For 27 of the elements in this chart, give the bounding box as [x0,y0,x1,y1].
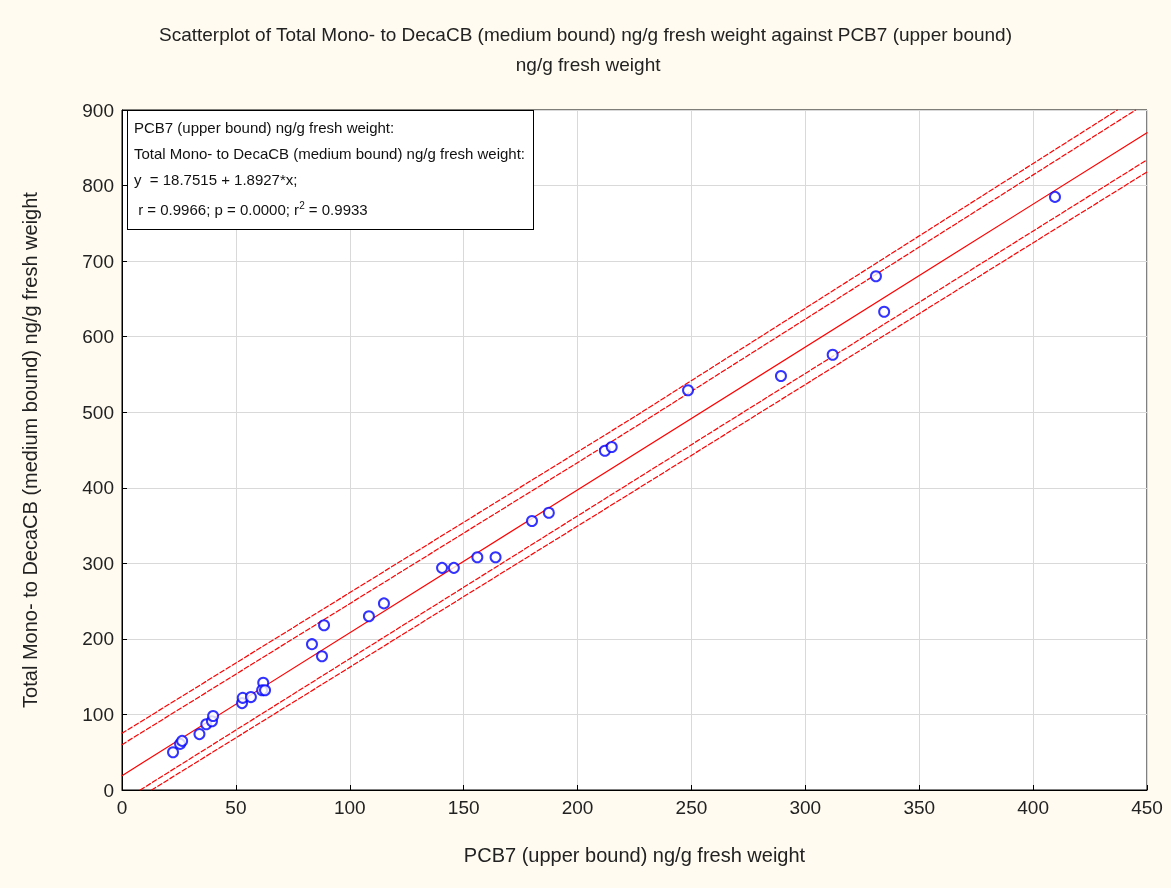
y-tick-label: 600 [82,326,114,348]
x-tick-label: 450 [1131,797,1163,818]
x-tick-label: 150 [447,797,480,818]
x-tick-label: 200 [561,797,594,818]
y-tick-label: 900 [82,99,114,121]
annotation: PCB7 (upper bound) ng/g fresh weight: [134,119,395,136]
x-tick-label: 300 [789,797,822,818]
x-tick-label: 100 [333,797,366,818]
x-axis-title: PCB7 (upper bound) ng/g fresh weight [463,844,806,866]
annotation: Total Mono- to DecaCB (medium bound) ng/g fresh weight: [134,145,526,162]
y-axis-title: Total Mono- to DecaCB (medium bound) ng/g fresh weight [19,191,41,708]
annotation: y = 18.7515 + 1.8927*x; [134,171,298,188]
x-tick-label: 0 [116,797,128,818]
y-tick-label: 100 [82,703,114,725]
y-tick-label: 500 [82,401,114,423]
y-tick-label: 300 [82,552,114,574]
y-tick-label: 700 [82,250,114,272]
x-tick-label: 400 [1017,797,1049,818]
annotation: r = 0.9966; p = 0.0000; r$^{2}$ = 0.9933 [138,200,368,218]
chart-title: Scatterplot of Total Mono- to DecaCB (medium bound) ng/g fresh weight against PCB7 (upper bound) ng/g fresh weight [158,23,1013,75]
y-tick-label: 400 [82,477,114,499]
x-tick-label: 350 [903,797,936,818]
x-tick-label: 50 [225,797,247,818]
y-tick-label: 0 [103,779,114,801]
y-tick-label: 800 [82,175,114,197]
y-tick-label: 200 [82,628,114,650]
x-tick-label: 250 [675,797,708,818]
